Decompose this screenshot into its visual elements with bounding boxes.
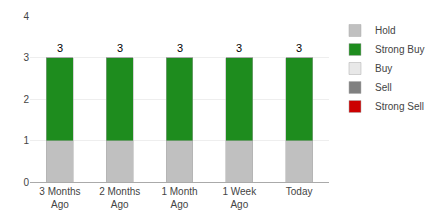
- svg-text:2 MonthsAgo: 2 MonthsAgo: [99, 186, 140, 210]
- svg-text:3: 3: [177, 42, 183, 54]
- svg-text:3: 3: [23, 52, 29, 63]
- svg-text:Strong Sell: Strong Sell: [375, 101, 424, 112]
- svg-text:3: 3: [236, 42, 242, 54]
- svg-text:2: 2: [23, 94, 29, 105]
- svg-text:4: 4: [23, 11, 29, 22]
- svg-text:3 MonthsAgo: 3 MonthsAgo: [39, 186, 80, 210]
- svg-text:Strong Buy: Strong Buy: [375, 44, 424, 55]
- svg-text:1 WeekAgo: 1 WeekAgo: [222, 186, 257, 210]
- svg-text:1 MonthAgo: 1 MonthAgo: [161, 186, 197, 210]
- svg-text:Buy: Buy: [375, 63, 392, 74]
- svg-text:Sell: Sell: [375, 82, 392, 93]
- svg-text:0: 0: [23, 177, 29, 188]
- svg-text:1: 1: [23, 135, 29, 146]
- svg-text:Today: Today: [286, 186, 313, 197]
- svg-text:3: 3: [57, 42, 63, 54]
- svg-text:3: 3: [117, 42, 123, 54]
- svg-text:Hold: Hold: [375, 25, 396, 36]
- svg-text:3: 3: [296, 42, 302, 54]
